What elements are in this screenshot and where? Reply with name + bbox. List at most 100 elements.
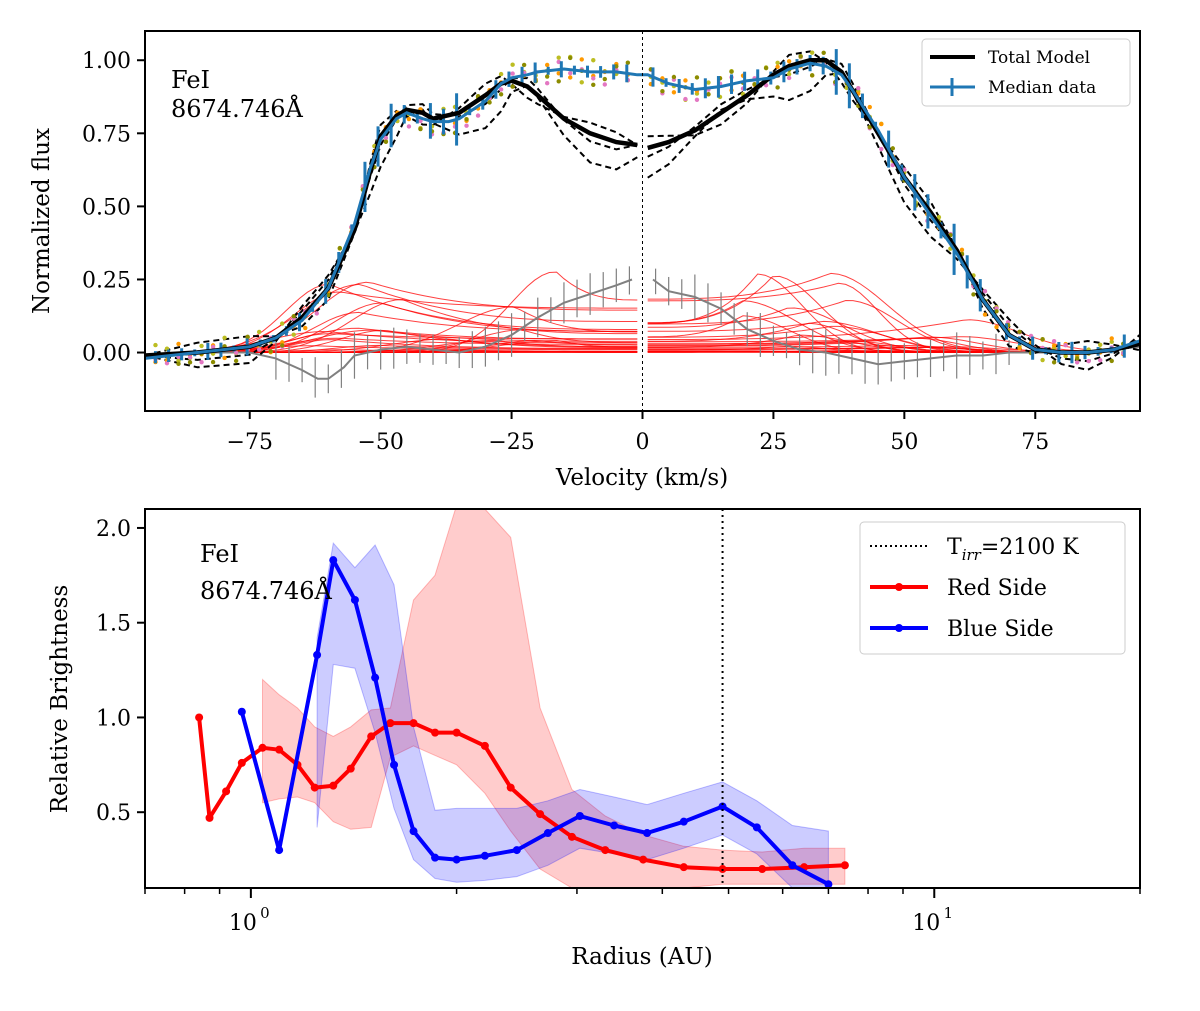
- observed-point: [856, 86, 861, 91]
- observed-point: [475, 113, 481, 118]
- top-x-tick-label: −50: [357, 430, 403, 455]
- observed-point: [464, 123, 469, 128]
- red-side-point: [431, 728, 440, 737]
- legend-median-label: Median data: [988, 78, 1096, 98]
- top-ylabel: Normalized flux: [29, 128, 55, 314]
- red-side-uncertainty-band: [262, 509, 846, 888]
- total-model-blue-side: [145, 78, 638, 358]
- observed-point: [971, 292, 976, 297]
- observed-point: [1040, 336, 1045, 342]
- red-side-point: [639, 855, 648, 864]
- blue-side-point: [679, 817, 688, 826]
- observed-point: [671, 74, 677, 80]
- bottom-panel: 10 0 10 10.51.01.52.0 Radius (AU) Relative …: [47, 508, 1141, 970]
- observed-point: [775, 85, 780, 90]
- observed-point: [752, 81, 757, 87]
- observed-point: [602, 76, 607, 82]
- observed-point: [556, 59, 561, 65]
- observed-point: [210, 359, 216, 365]
- red-side-point: [506, 783, 515, 792]
- red-side: [195, 713, 849, 874]
- observed-point: [314, 311, 319, 316]
- observed-point: [418, 126, 423, 132]
- blue-side-point: [512, 846, 521, 855]
- bottom-annotation-species: FeI: [200, 540, 239, 568]
- observed-point: [671, 90, 677, 95]
- top-xlabel: Velocity (km/s): [555, 465, 728, 491]
- observed-point: [1086, 358, 1091, 364]
- observed-point: [383, 135, 389, 141]
- observed-point: [1098, 357, 1103, 363]
- red-side-point: [275, 745, 284, 754]
- observed-point: [809, 73, 815, 78]
- red-side-point: [452, 728, 461, 737]
- observed-point: [176, 358, 181, 363]
- blue-side-point: [275, 846, 284, 855]
- blue-side-point: [824, 880, 833, 888]
- observed-point: [683, 78, 688, 83]
- median-data-line: [145, 61, 1140, 360]
- observed-point: [591, 76, 596, 81]
- observed-point: [591, 58, 596, 63]
- observed-point: [591, 82, 596, 87]
- observed-point: [337, 245, 343, 251]
- observed-point: [729, 69, 734, 74]
- observed-point: [510, 71, 515, 76]
- observed-point: [994, 309, 999, 314]
- top-annotation-wavelength: 8674.746Å: [171, 94, 304, 123]
- observed-point: [383, 139, 389, 145]
- top-y-tick-label: 1.00: [82, 49, 131, 74]
- red-side-point: [758, 865, 767, 874]
- bottom-axes-frame: [144, 508, 1141, 889]
- observed-point: [694, 97, 700, 102]
- observed-point: [487, 100, 492, 105]
- observed-point: [1051, 338, 1057, 344]
- observed-point: [303, 325, 308, 331]
- observed-point: [1051, 343, 1057, 348]
- observed-point: [510, 62, 515, 67]
- red-side-point: [536, 810, 545, 819]
- observed-point: [902, 167, 907, 172]
- blue-side-point: [431, 853, 440, 862]
- observed-point: [602, 82, 607, 87]
- observed-point: [879, 146, 884, 152]
- observed-point: [222, 335, 227, 341]
- observed-point: [187, 360, 193, 365]
- observed-point: [614, 64, 619, 69]
- bottom-axis-ticks: 10 0 10 10.51.01.52.0: [96, 517, 1141, 936]
- top-plot-area: [145, 31, 1140, 411]
- blue-side-point: [350, 595, 359, 604]
- observed-point: [210, 344, 216, 350]
- blue-side-point: [752, 823, 761, 832]
- bottom-x-tick-exponent: 1: [943, 904, 953, 922]
- red-side-point: [237, 758, 246, 767]
- top-x-tick-label: 25: [759, 430, 787, 455]
- observed-point: [982, 289, 988, 294]
- red-side-point: [258, 743, 267, 752]
- blue-side-point: [409, 827, 418, 836]
- blue-side-uncertainty-band: [316, 541, 829, 888]
- red-side-point: [346, 764, 355, 773]
- observed-point: [556, 55, 561, 60]
- blue-side-point: [390, 760, 399, 769]
- top-x-tick-label: 75: [1021, 430, 1049, 455]
- red-side-point: [386, 719, 395, 728]
- observed-point: [498, 71, 504, 77]
- observed-point: [786, 59, 792, 64]
- top-x-tick-label: 0: [636, 430, 650, 455]
- legend-red-label: Red Side: [947, 576, 1047, 601]
- top-y-tick-label: 0.50: [82, 195, 131, 220]
- blue-side-point: [329, 556, 338, 565]
- observed-point: [1109, 336, 1114, 341]
- bottom-ylabel: Relative Brightness: [47, 585, 73, 814]
- top-x-tick-label: −75: [227, 430, 273, 455]
- observed-point: [936, 214, 942, 220]
- red-side-point: [310, 783, 319, 792]
- blue-side-point: [452, 855, 461, 864]
- observed-point: [706, 80, 711, 85]
- top-y-tick-label: 0.25: [82, 268, 131, 293]
- blue-side-point: [371, 673, 380, 682]
- observed-point: [867, 104, 872, 110]
- legend-total-model-label: Total Model: [988, 48, 1090, 68]
